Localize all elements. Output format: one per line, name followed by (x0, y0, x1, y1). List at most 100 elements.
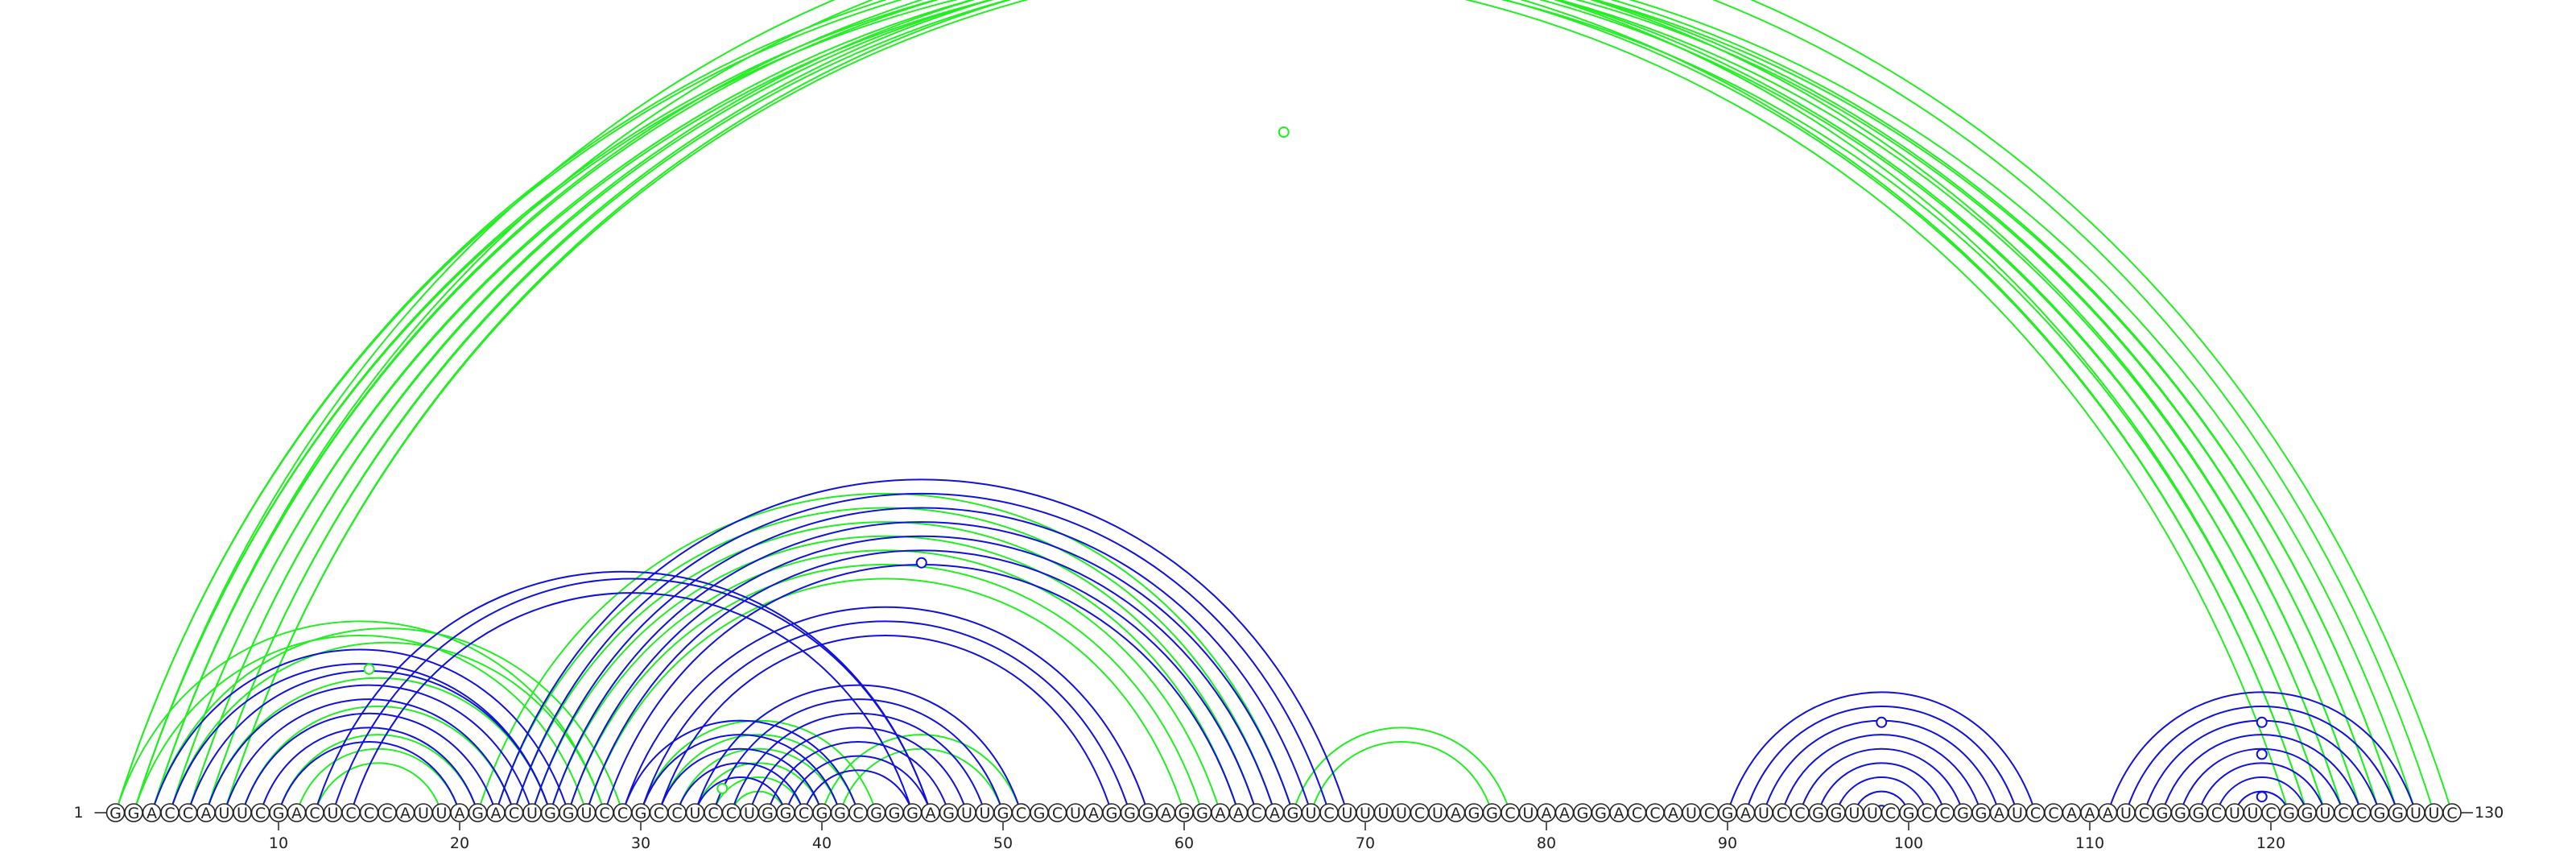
nucleotide-letter: G (1124, 805, 1136, 822)
nucleotide-16: C (378, 803, 397, 822)
tick-100: 100 (1894, 822, 1923, 852)
nucleotide-83: G (1591, 803, 1611, 822)
nucleotide-letter: G (1577, 805, 1589, 822)
nucleotide-letter: A (1542, 805, 1552, 822)
base-pair-arc-3-26 (151, 648, 569, 814)
base-pair-arc-29-58 (621, 606, 1149, 814)
tick-label: 110 (2075, 834, 2104, 852)
nucleotide-69: U (1337, 803, 1357, 822)
base-pair-arc-34-39 (712, 776, 805, 814)
nucleotide-letter: C (1922, 805, 1932, 822)
nucleotide-80: A (1537, 803, 1556, 822)
nucleotide-letter: A (147, 805, 157, 822)
nucleotide-7: U (214, 803, 234, 822)
blue-arc-series (151, 478, 2417, 814)
nucleotide-75: A (1446, 803, 1466, 822)
nucleotide-letter: U (237, 805, 248, 822)
nucleotide-94: C (1790, 803, 1810, 822)
nucleotide-123: U (2315, 803, 2335, 822)
nucleotide-98: U (1863, 803, 1882, 822)
nucleotide-55: A (1084, 803, 1104, 822)
base-pair-arc-4-28 (169, 641, 605, 814)
nucleotide-letter: G (1034, 805, 1046, 822)
nucleotide-letter: C (2356, 805, 2367, 822)
nucleotide-letter: C (382, 805, 392, 822)
nucleotide-letter: G (816, 805, 828, 822)
nucleotide-letter: U (961, 805, 972, 822)
nucleotide-68: C (1319, 803, 1339, 822)
nucleotide-105: A (1989, 803, 2009, 822)
nucleotide-104: G (1971, 803, 1991, 822)
nucleotide-9: C (250, 803, 270, 822)
base-pair-arc-22-65 (495, 507, 1276, 814)
nucleotide-45: G (902, 803, 923, 822)
nucleotide-111: A (2098, 803, 2118, 822)
nucleotide-4: C (160, 803, 180, 822)
base-pair-arc-5-126 (187, 0, 2380, 814)
nucleotide-31: C (649, 803, 669, 822)
nucleotide-96: G (1827, 803, 1846, 822)
nucleotide-34: C (704, 803, 723, 822)
nucleotide-90: G (1718, 803, 1737, 822)
nucleotide-42: C (848, 803, 868, 822)
nucleotide-letter: U (1849, 805, 1860, 822)
arc-marker-7 (2256, 791, 2268, 803)
nucleotide-8: U (233, 803, 252, 822)
nucleotide-letter: G (273, 805, 285, 822)
nucleotide-107: C (2025, 803, 2046, 822)
base-pair-arc-6-126 (205, 0, 2380, 814)
nucleotide-23: C (504, 803, 524, 822)
nucleotide-126: G (2370, 803, 2389, 822)
base-pair-arc-94-103 (1799, 748, 1964, 814)
nucleotide-79: U (1518, 803, 1538, 822)
base-pair-arc-32-41 (676, 748, 841, 814)
nucleotide-letter: G (2392, 805, 2404, 822)
nucleotide-letter: C (1777, 805, 1787, 822)
nucleotide-letter: G (109, 805, 122, 822)
nucleotide-letter: A (2066, 805, 2077, 822)
base-pair-arc-26-65 (568, 535, 1276, 814)
nucleotide-letter: G (2283, 805, 2295, 822)
nucleotide-letter: G (544, 805, 556, 822)
nucleotide-97: U (1844, 803, 1864, 822)
nucleotide-letter: A (400, 805, 411, 822)
nucleotide-letter: U (1758, 805, 1769, 822)
base-pair-arc-2-121 (133, 0, 2290, 814)
nucleotide-letter: A (1088, 805, 1099, 822)
nucleotide-letter: C (345, 805, 356, 822)
nucleotide-letter: G (1903, 805, 1915, 822)
tick-label: 20 (450, 834, 469, 852)
tick-40: 40 (812, 822, 832, 852)
nucleotide-29: C (613, 803, 633, 822)
nucleotide-74: U (1428, 803, 1447, 822)
nucleotide-120: C (2261, 803, 2281, 822)
tick-60: 60 (1174, 822, 1194, 852)
tick-30: 30 (631, 822, 650, 852)
nucleotide-letter: U (328, 805, 339, 822)
nucleotide-letter: U (1396, 805, 1407, 822)
base-pair-arc-33-51 (694, 684, 1022, 814)
nucleotide-1: G (105, 803, 126, 822)
nucleotide-letter: G (1287, 805, 1299, 822)
nucleotide-60: G (1174, 803, 1194, 822)
nucleotide-95: G (1808, 803, 1828, 822)
nucleotide-letter: U (2320, 805, 2331, 822)
nucleotide-59: A (1156, 803, 1176, 822)
nucleotide-letter: A (491, 805, 502, 822)
base-pair-arc-1-123 (114, 0, 2326, 814)
base-pair-arc-12-46 (314, 570, 931, 814)
nucleotide-71: U (1373, 803, 1393, 822)
nucleotide-circle (2442, 803, 2462, 822)
nucleotide-113: C (2134, 803, 2154, 822)
nucleotide-67: U (1301, 803, 1321, 822)
green-arc-series (114, 0, 2453, 814)
nucleotide-letter: C (1649, 805, 1660, 822)
base-pair-arc-21-66 (477, 493, 1294, 814)
base-pair-arc-37-47 (766, 740, 950, 814)
base-pair-arc-29-42 (621, 719, 859, 814)
nucleotide-57: G (1120, 803, 1140, 822)
nucleotide-82: G (1573, 803, 1592, 822)
nucleotide-letter: A (1233, 805, 1244, 822)
nucleotide-108: C (2044, 803, 2063, 822)
nucleotide-letter: G (780, 805, 792, 822)
